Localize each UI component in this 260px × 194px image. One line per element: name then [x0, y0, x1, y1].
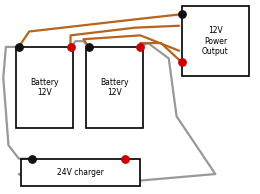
Point — [180, 61, 184, 64]
Point — [87, 45, 91, 48]
Text: 24V charger: 24V charger — [57, 168, 104, 177]
Bar — [86, 47, 143, 128]
Text: Battery
12V: Battery 12V — [100, 78, 129, 97]
Point — [123, 157, 127, 160]
Bar — [182, 6, 249, 76]
Point — [138, 45, 142, 48]
Point — [68, 45, 73, 48]
Point — [180, 13, 184, 16]
Bar — [16, 47, 73, 128]
Bar — [21, 159, 140, 186]
Text: 12V
Power
Output: 12V Power Output — [202, 26, 229, 56]
Text: Battery
12V: Battery 12V — [30, 78, 59, 97]
Point — [17, 45, 21, 48]
Point — [30, 157, 34, 160]
